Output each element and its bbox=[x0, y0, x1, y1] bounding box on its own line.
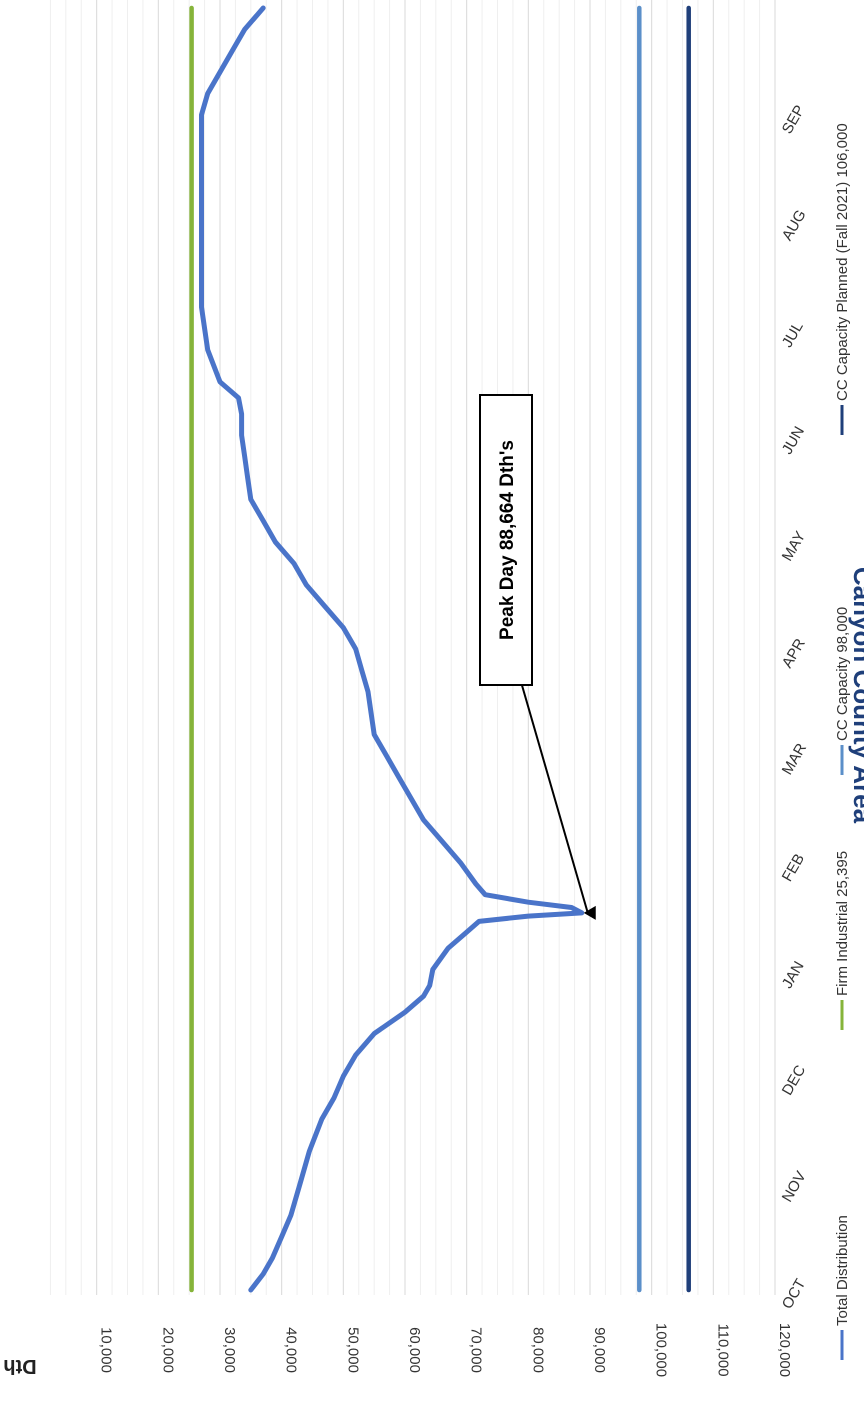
y-tick-label: 50,000 bbox=[344, 1327, 361, 1373]
annotation-text: Peak Day 88,664 Dth's bbox=[497, 440, 518, 640]
x-tick-label: JUL bbox=[779, 319, 807, 351]
y-tick-label: 40,000 bbox=[283, 1327, 300, 1373]
y-axis-ticks: 10,000 20,000 30,000 40,000 50,000 60,000 70,0… bbox=[98, 1323, 793, 1377]
x-tick-label: SEP bbox=[779, 102, 809, 136]
legend-label: CC Capacity Planned (Fall 2021) 106,000 bbox=[834, 123, 851, 401]
x-tick-label: APR bbox=[779, 636, 809, 671]
x-tick-label: MAR bbox=[779, 740, 810, 778]
x-tick-label: DEC bbox=[779, 1062, 810, 1098]
annotation-box bbox=[479, 394, 533, 686]
y-tick-label: 60,000 bbox=[406, 1327, 423, 1373]
legend-label: Total Distribution bbox=[834, 1215, 851, 1326]
x-tick-label: MAY bbox=[779, 528, 809, 564]
y-tick-label: 30,000 bbox=[221, 1327, 238, 1373]
legend: Total Distribution Firm Industrial 25,395… bbox=[834, 123, 851, 1360]
series-line bbox=[199, 5, 585, 1293]
annotation-group: Peak Day 88,664 Dth's bbox=[479, 394, 596, 920]
x-tick-label: OCT bbox=[779, 1276, 810, 1312]
y-tick-label: 90,000 bbox=[591, 1327, 608, 1373]
y-axis-label: Dth bbox=[3, 1355, 36, 1377]
y-tick-label: 110,000 bbox=[714, 1323, 731, 1376]
annotation-arrowhead bbox=[583, 905, 596, 920]
y-tick-label: 100,000 bbox=[653, 1323, 670, 1377]
legend-label: Firm Industrial 25,395 bbox=[834, 851, 851, 996]
y-tick-label: 80,000 bbox=[529, 1327, 546, 1373]
legend-label: CC Capacity 98,000 bbox=[834, 607, 851, 741]
y-tick-label: 20,000 bbox=[159, 1327, 176, 1373]
x-tick-label: FEB bbox=[779, 851, 808, 885]
chart-title: Canyon County Area bbox=[848, 567, 864, 824]
y-tick-label: 10,000 bbox=[98, 1327, 115, 1373]
x-tick-label: JAN bbox=[779, 958, 808, 991]
x-tick-label: NOV bbox=[779, 1169, 810, 1206]
x-axis-ticks: OCT NOV DEC JAN FEB MAR APR MAY JUN JUL AUG SEP bbox=[779, 102, 810, 1312]
x-tick-label: AUG bbox=[779, 207, 810, 244]
series-group bbox=[189, 5, 691, 1293]
gridlines bbox=[49, 0, 776, 1295]
x-tick-label: JUN bbox=[779, 424, 808, 458]
y-tick-label: 120,000 bbox=[776, 1323, 793, 1377]
y-tick-label: 70,000 bbox=[468, 1327, 485, 1373]
